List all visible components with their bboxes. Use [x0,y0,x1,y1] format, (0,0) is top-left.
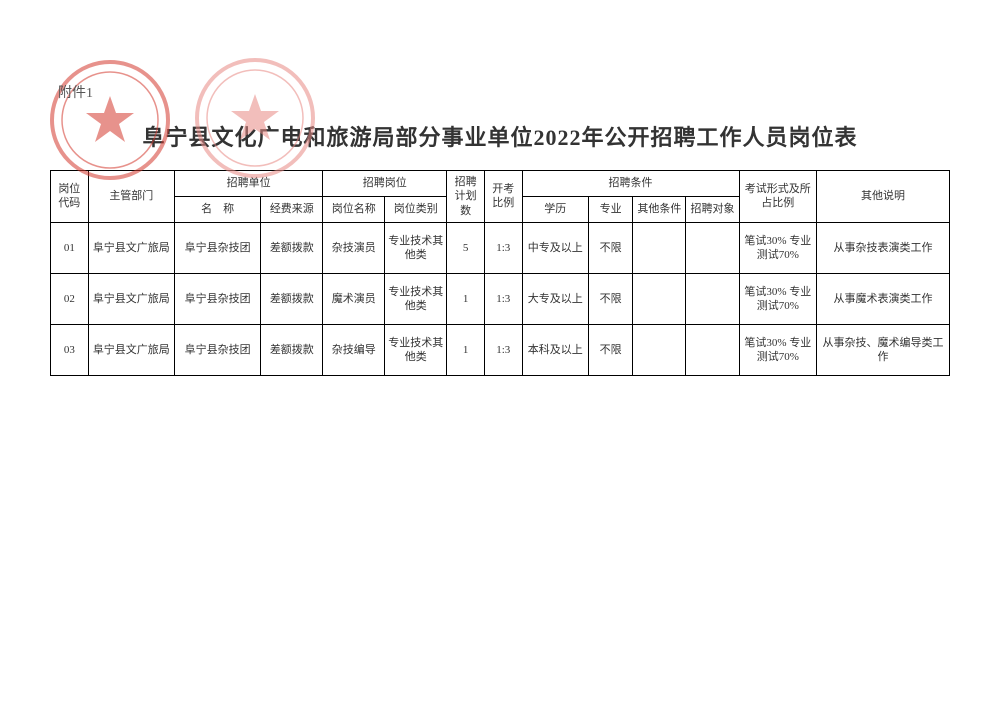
cell-edu: 大专及以上 [522,273,588,324]
th-code: 岗位代码 [51,171,89,223]
table-row: 01阜宁县文广旅局阜宁县杂技团差额拨款杂技演员专业技术其他类51:3中专及以上不… [51,222,950,273]
table-row: 03阜宁县文广旅局阜宁县杂技团差额拨款杂技编导专业技术其他类11:3本科及以上不… [51,324,950,375]
th-cond-group: 招聘条件 [522,171,739,197]
th-ratio: 开考比例 [484,171,522,223]
th-position-name: 岗位名称 [323,196,385,222]
cell-pos_name: 杂技编导 [323,324,385,375]
th-position-type: 岗位类别 [385,196,447,222]
cell-major: 不限 [588,324,632,375]
cell-dept: 阜宁县文广旅局 [88,222,174,273]
cell-ratio: 1:3 [484,324,522,375]
cell-plan: 5 [447,222,485,273]
cell-pos_name: 魔术演员 [323,273,385,324]
th-cond-major: 专业 [588,196,632,222]
cell-pos_type: 专业技术其他类 [385,222,447,273]
cell-target [686,324,739,375]
cell-exam: 笔试30% 专业测试70% [739,324,817,375]
th-cond-target: 招聘对象 [686,196,739,222]
th-cond-other: 其他条件 [633,196,686,222]
th-position-group: 招聘岗位 [323,171,447,197]
cell-other [633,273,686,324]
cell-code: 03 [51,324,89,375]
cell-pos_type: 专业技术其他类 [385,324,447,375]
official-stamp-right [193,56,317,180]
cell-pos_type: 专业技术其他类 [385,273,447,324]
cell-exam: 笔试30% 专业测试70% [739,273,817,324]
cell-code: 01 [51,222,89,273]
th-remark: 其他说明 [817,171,950,223]
cell-ratio: 1:3 [484,273,522,324]
attachment-label: 附件1 [58,82,93,102]
cell-pos_name: 杂技演员 [323,222,385,273]
cell-target [686,222,739,273]
cell-funding: 差额拨款 [261,222,323,273]
page-title: 阜宁县文化广电和旅游局部分事业单位2022年公开招聘工作人员岗位表 [50,120,950,152]
cell-plan: 1 [447,273,485,324]
cell-unit_name: 阜宁县杂技团 [174,324,260,375]
cell-exam: 笔试30% 专业测试70% [739,222,817,273]
cell-target [686,273,739,324]
th-unit-name: 名 称 [174,196,260,222]
cell-major: 不限 [588,222,632,273]
cell-remark: 从事魔术表演类工作 [817,273,950,324]
cell-major: 不限 [588,273,632,324]
cell-remark: 从事杂技、魔术编导类工作 [817,324,950,375]
cell-plan: 1 [447,324,485,375]
th-exam-form: 考试形式及所占比例 [739,171,817,223]
cell-edu: 中专及以上 [522,222,588,273]
cell-other [633,222,686,273]
cell-other [633,324,686,375]
positions-table: 岗位代码 主管部门 招聘单位 招聘岗位 招聘计划数 开考比例 招聘条件 考试形式… [50,170,950,376]
th-dept: 主管部门 [88,171,174,223]
cell-edu: 本科及以上 [522,324,588,375]
cell-unit_name: 阜宁县杂技团 [174,273,260,324]
cell-code: 02 [51,273,89,324]
th-cond-edu: 学历 [522,196,588,222]
th-unit-group: 招聘单位 [174,171,322,197]
cell-funding: 差额拨款 [261,273,323,324]
cell-funding: 差额拨款 [261,324,323,375]
cell-remark: 从事杂技表演类工作 [817,222,950,273]
cell-unit_name: 阜宁县杂技团 [174,222,260,273]
cell-ratio: 1:3 [484,222,522,273]
table-row: 02阜宁县文广旅局阜宁县杂技团差额拨款魔术演员专业技术其他类11:3大专及以上不… [51,273,950,324]
th-plan: 招聘计划数 [447,171,485,223]
th-unit-funding: 经费来源 [261,196,323,222]
cell-dept: 阜宁县文广旅局 [88,273,174,324]
cell-dept: 阜宁县文广旅局 [88,324,174,375]
